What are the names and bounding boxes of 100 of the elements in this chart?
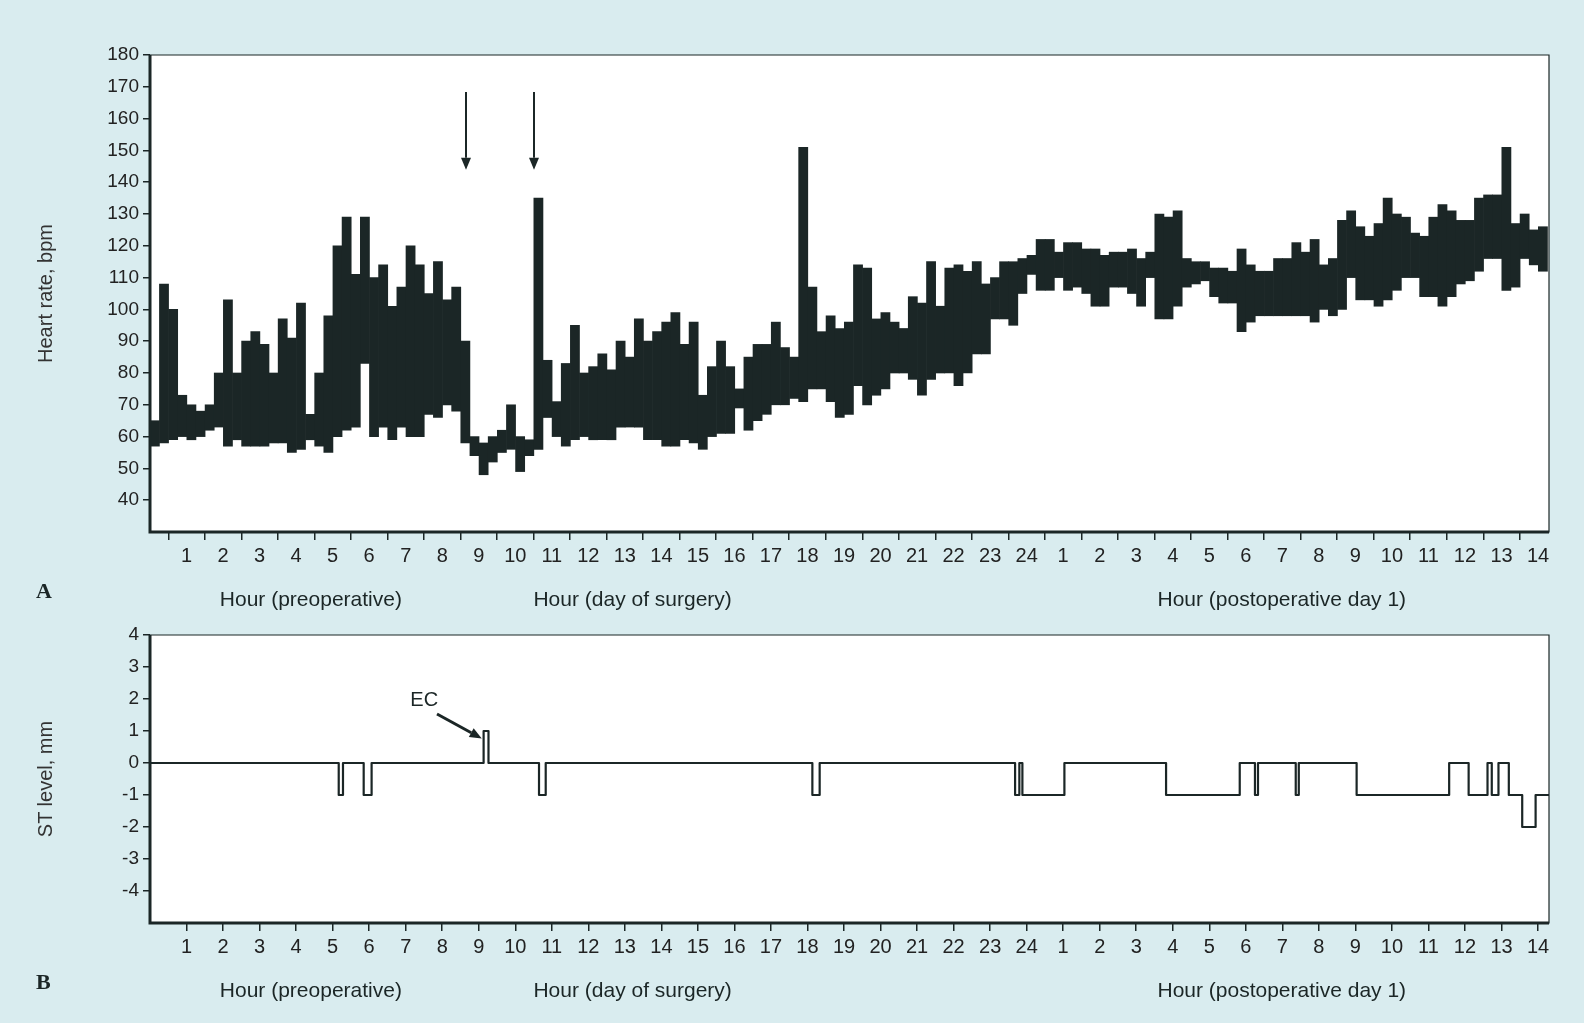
y-tick-label: 2 [128, 687, 139, 709]
x-tick-label: 21 [905, 934, 929, 957]
x-tick-label: 13 [1490, 934, 1513, 957]
y-tick-label: 160 [107, 106, 139, 128]
y-tick-label: 70 [117, 393, 139, 415]
x-tick-label: 9 [473, 934, 485, 957]
x-tick-label: 11 [1418, 543, 1439, 566]
y-tick-label: -2 [122, 815, 139, 837]
x-tick-label: 1 [180, 543, 193, 566]
x-tick-label: 15 [686, 543, 710, 566]
y-tick-label: 50 [117, 456, 139, 478]
x-tick-label: 20 [869, 543, 892, 566]
x-tick-label: 9 [473, 543, 485, 566]
x-tick-label: 12 [1453, 543, 1477, 566]
text: A [36, 577, 52, 603]
x-tick-label: 12 [1453, 934, 1477, 957]
x-tick-label: 10 [1380, 543, 1404, 566]
x-tick-label: 11 [541, 543, 563, 566]
y-tick-label: 120 [107, 234, 139, 256]
x-tick-label: 18 [796, 543, 819, 566]
x-tick-label: 7 [1276, 543, 1288, 566]
x-tick-label: 22 [942, 934, 965, 957]
x-tick-label: 16 [723, 934, 746, 957]
y-tick-label: 110 [108, 265, 139, 287]
y-tick-label: 180 [107, 43, 139, 65]
x-tick-label: 9 [1349, 543, 1361, 566]
x-tick-label: 5 [327, 934, 339, 957]
y-axis-title: Heart rate, bpm [33, 224, 56, 363]
x-tick-label: 4 [290, 934, 302, 957]
x-tick-label: 6 [363, 543, 375, 566]
x-tick-label: 4 [1167, 934, 1179, 957]
x-tick-label: 20 [869, 934, 892, 957]
x-tick-label: 21 [905, 543, 929, 566]
x-tick-label: 10 [504, 934, 527, 957]
x-tick-label: 6 [1240, 543, 1252, 566]
text: B [36, 968, 51, 994]
x-tick-label: 18 [796, 934, 819, 957]
x-tick-label: 13 [1490, 543, 1513, 566]
x-tick-label: 8 [1313, 543, 1325, 566]
x-tick-label: 3 [254, 543, 266, 566]
x-tick-label: 8 [436, 934, 448, 957]
text: Hour (day of surgery) [533, 586, 732, 610]
x-tick-label: 24 [1015, 934, 1038, 957]
text: Hour (preoperative) [219, 586, 402, 610]
x-tick-label: 1 [180, 934, 193, 957]
x-tick-label: 2 [1094, 543, 1106, 566]
annotation: EC [410, 687, 439, 710]
x-tick-label: 9 [1349, 934, 1361, 957]
y-tick-label: 140 [107, 170, 139, 192]
y-tick-label: 1 [128, 719, 139, 741]
x-tick-label: 10 [504, 543, 527, 566]
x-tick-label: 11 [1418, 934, 1439, 957]
y-tick-label: 130 [107, 202, 139, 224]
x-tick-label: 10 [1380, 934, 1404, 957]
x-tick-label: 4 [290, 543, 302, 566]
x-tick-label: 2 [217, 543, 229, 566]
x-tick-label: 24 [1015, 543, 1038, 566]
x-tick-label: 14 [650, 543, 673, 566]
y-tick-label: 4 [128, 623, 140, 645]
x-tick-label: 13 [613, 543, 636, 566]
x-tick-label: 7 [400, 543, 412, 566]
x-tick-label: 7 [1276, 934, 1288, 957]
y-tick-label: -1 [122, 783, 139, 805]
text: Hour (day of surgery) [533, 977, 732, 1001]
x-tick-label: 14 [1526, 543, 1550, 566]
x-tick-label: 6 [363, 934, 375, 957]
y-tick-label: 100 [107, 297, 139, 319]
y-tick-label: 90 [117, 329, 139, 351]
x-tick-label: 8 [436, 543, 448, 566]
y-tick-label: 170 [107, 75, 139, 97]
x-tick-label: 13 [613, 934, 636, 957]
x-tick-label: 19 [832, 934, 856, 957]
x-tick-label: 23 [979, 934, 1002, 957]
x-tick-label: 11 [541, 934, 563, 957]
x-tick-label: 12 [577, 543, 600, 566]
x-tick-label: 12 [577, 934, 600, 957]
y-tick-label: 40 [117, 488, 139, 510]
x-tick-label: 3 [1130, 543, 1142, 566]
x-tick-label: 2 [217, 934, 229, 957]
text: Hour (postoperative day 1) [1157, 586, 1407, 610]
text: Hour (postoperative day 1) [1157, 977, 1407, 1001]
x-tick-label: 19 [832, 543, 856, 566]
x-tick-label: 17 [759, 543, 783, 566]
x-tick-label: 7 [400, 934, 412, 957]
y-tick-label: -4 [122, 879, 140, 901]
y-tick-label: 80 [117, 361, 139, 383]
x-tick-label: 14 [650, 934, 673, 957]
x-tick-label: 16 [723, 543, 746, 566]
y-tick-label: 150 [107, 138, 139, 160]
x-tick-label: 1 [1057, 543, 1069, 566]
x-tick-label: 17 [759, 934, 783, 957]
x-tick-label: 8 [1313, 934, 1325, 957]
x-tick-label: 3 [254, 934, 266, 957]
y-tick-label: 3 [128, 655, 139, 677]
y-axis-title: ST level, mm [33, 720, 56, 838]
x-tick-label: 1 [1057, 934, 1069, 957]
x-tick-label: 23 [979, 543, 1002, 566]
x-tick-label: 2 [1094, 934, 1106, 957]
y-tick-label: 0 [128, 751, 139, 773]
x-tick-label: 5 [327, 543, 339, 566]
